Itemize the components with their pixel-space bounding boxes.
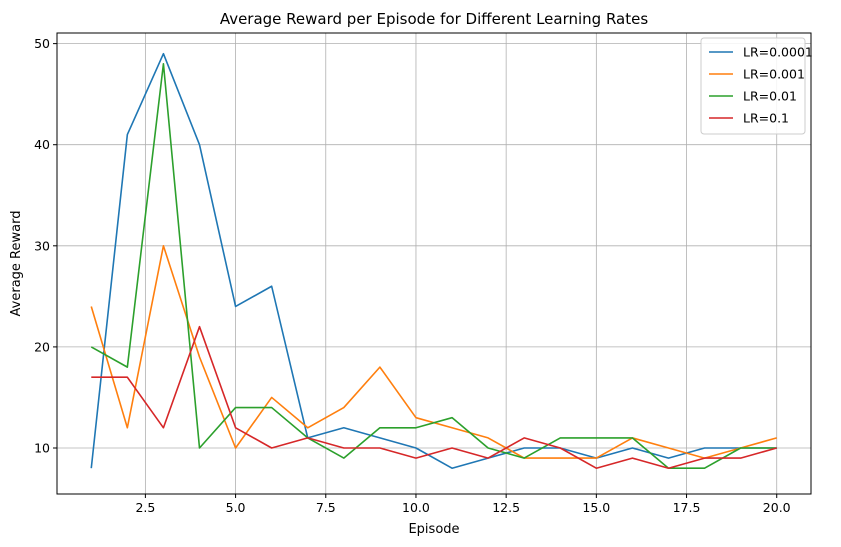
legend-box [700,37,806,135]
y-tick-label: 40 [34,137,50,152]
x-tick-label: 7.5 [316,500,336,515]
legend-label: LR=0.001 [743,67,805,82]
y-axis: 10 20 30 40 50 [34,36,57,456]
x-tick-label: 5.0 [226,500,246,515]
legend-label: LR=0.1 [743,111,789,126]
y-tick-label: 10 [34,441,50,456]
y-tick-label: 30 [34,238,50,253]
x-tick-label: 15.0 [582,500,610,515]
chart-title: Average Reward per Episode for Different… [220,10,649,28]
y-axis-label: Average Reward [9,211,24,317]
y-tick-label: 20 [34,339,50,354]
series-line-3 [90,63,777,470]
legend: LR=0.0001 LR=0.001 LR=0.01 LR=0.1 [700,37,813,135]
x-tick-label: 17.5 [673,500,701,515]
legend-label: LR=0.0001 [743,45,813,60]
x-axis-label: Episode [408,522,459,537]
y-tick-label: 50 [34,36,50,51]
series-line-4 [91,325,777,470]
x-tick-label: 2.5 [135,500,155,515]
plot-frame [56,32,812,495]
x-axis: 2.5 5.0 7.5 10.0 12.5 15.0 17.5 20.0 [135,494,791,515]
x-tick-label: 12.5 [492,500,520,515]
legend-label: LR=0.01 [743,89,797,104]
x-tick-label: 10.0 [402,500,430,515]
series-group [90,52,777,470]
series-line-1 [90,52,777,470]
x-tick-label: 20.0 [763,500,791,515]
